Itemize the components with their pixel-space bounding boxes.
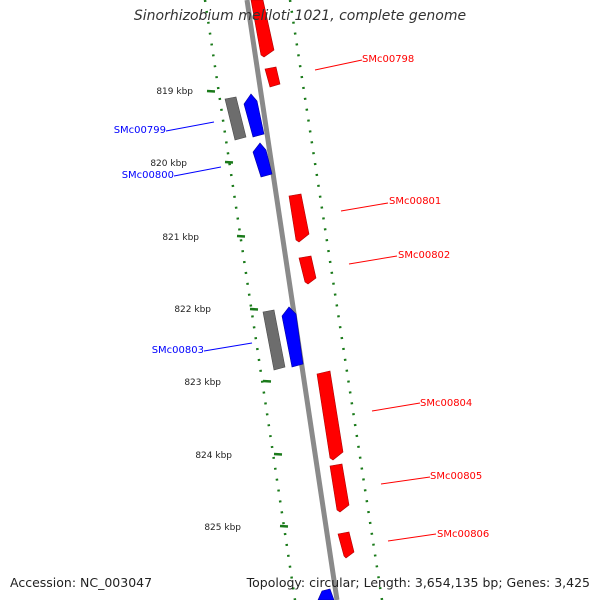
rna-features [224,96,286,371]
gene-label-SMc00806[interactable]: SMc00806 [437,529,489,540]
gene-label-SMc00801[interactable]: SMc00801 [389,196,441,207]
gene-arrow-SMc00805[interactable] [329,463,350,513]
scale-tick-label: 820 kbp [150,159,187,169]
gene-arrow-SMc00799[interactable] [243,93,265,138]
scale-tick-mark [262,379,272,383]
gene-arrow-SMc00807-partial[interactable] [317,588,335,600]
gene-label-SMc00804[interactable]: SMc00804 [420,398,472,409]
scale-tick-label: 822 kbp [174,305,211,315]
rna-feature-lower[interactable] [262,309,286,371]
scale-tick-label: 823 kbp [184,378,221,388]
scale-tick-mark [206,89,216,93]
gene-label-leader-line [203,342,253,352]
scale-tick-label: 819 kbp [156,87,193,97]
gene-arrow-SMc00800[interactable] [252,142,273,178]
scale-tick-label: 825 kbp [204,523,241,533]
gene-arrow-SMc00806[interactable] [337,531,355,559]
gene-label-leader-line [380,476,431,485]
gene-labels: SMc00798 SMc00801 SMc00802 SMc00804 SMc00805… [114,54,489,542]
scale-ticks: 819 kbp 820 kbp 821 kbp 822 kbp 823 kbp 824 k… [150,87,289,533]
gene-label-SMc00805[interactable]: SMc00805 [430,471,482,482]
outer-track-guide [288,0,384,600]
gene-arrow-SMc00798[interactable] [264,66,281,88]
gene-label-SMc00799[interactable]: SMc00799 [114,125,166,136]
scale-tick-mark [279,524,289,528]
gene-label-leader-line [340,202,389,212]
gene-label-SMc00800[interactable]: SMc00800 [122,170,174,181]
genome-summary-text: Topology: circular; Length: 3,654,135 bp… [246,575,590,590]
genome-title: Sinorhizobium meliloti 1021, complete ge… [133,8,467,24]
gene-arrow-SMc00803[interactable] [281,306,304,368]
genome-backbone [244,0,340,600]
reverse-strand-genes [243,93,335,600]
scale-tick-mark [273,452,283,456]
scale-tick-mark [249,307,259,311]
scale-tick-label: 821 kbp [162,233,199,243]
gene-label-leader-line [173,166,222,177]
gene-label-leader-line [348,255,398,265]
gene-label-SMc00803[interactable]: SMc00803 [152,345,204,356]
gene-label-leader-line [165,121,215,132]
accession-text: Accession: NC_003047 [10,575,153,590]
gene-label-leader-line [371,402,421,412]
gene-arrow-SMc00801[interactable] [288,193,310,243]
rna-feature-upper[interactable] [224,96,247,141]
gene-arrow-SMc00798-upstream[interactable] [250,0,275,58]
scale-tick-label: 824 kbp [195,451,232,461]
gene-label-SMc00802[interactable]: SMc00802 [398,250,450,261]
scale-tick-mark [224,160,234,164]
gene-label-SMc00798[interactable]: SMc00798 [362,54,414,65]
gene-label-leader-line [387,533,437,542]
gene-arrow-SMc00804[interactable] [316,370,344,461]
scale-tick-mark [236,234,246,238]
forward-strand-genes [250,0,355,559]
gene-arrow-SMc00802[interactable] [298,255,317,285]
gene-label-leader-line [314,59,363,71]
inner-track-guide [203,0,297,600]
